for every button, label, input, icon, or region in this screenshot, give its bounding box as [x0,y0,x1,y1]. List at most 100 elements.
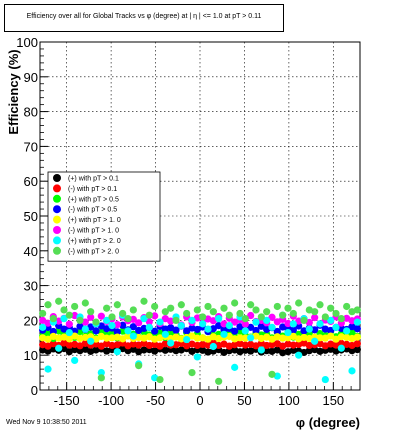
data-point [257,322,265,330]
data-point [284,328,292,337]
y-tick-label: 50 [24,209,38,224]
legend-box [47,171,161,262]
data-point [279,334,287,342]
data-point [156,375,164,384]
data-point [343,333,351,342]
data-point [263,308,271,316]
data-point [279,311,287,319]
data-point [231,335,239,343]
data-point [348,347,356,355]
data-point [119,309,127,318]
data-point [337,333,345,341]
data-point [65,341,73,349]
data-point [231,299,239,307]
data-point [316,301,324,309]
data-point [311,308,319,316]
data-point [263,316,271,324]
data-point [343,327,351,335]
data-point [353,318,361,326]
data-point [97,312,105,320]
data-point [119,321,127,329]
x-tick-label: -100 [98,393,124,408]
data-point [140,346,148,354]
data-point [55,297,63,305]
data-point [332,347,340,355]
data-point [252,306,260,314]
data-point [204,325,212,333]
y-tick-label: 80 [24,105,38,120]
data-point [305,325,313,333]
data-point [49,315,57,323]
legend-marker [53,215,61,224]
data-point [225,322,233,330]
data-point [113,320,121,329]
y-tick-label: 40 [24,244,38,259]
data-point [60,306,68,314]
x-tick-label: -50 [146,393,165,408]
data-point [289,320,297,328]
data-point [204,348,212,356]
data-point [268,313,276,321]
data-point [113,301,121,309]
y-tick-label: 10 [24,348,38,363]
data-point [76,334,84,343]
x-tick-label: 150 [322,393,344,408]
legend-marker [53,205,61,214]
data-point [55,334,63,342]
data-point [145,341,153,350]
data-point [55,344,63,352]
data-point [353,346,361,354]
legend-label: (+) with pT > 2. 0 [68,238,121,245]
data-point [257,346,265,354]
data-point [295,351,303,359]
data-point [327,340,335,348]
data-point [97,369,105,377]
y-tick-label: 60 [24,174,38,189]
data-point [289,309,297,318]
data-point [236,334,244,342]
series-points [39,332,361,343]
data-point [76,316,84,324]
data-point [60,344,68,353]
data-point [273,327,281,336]
data-point [209,308,217,316]
data-point [108,322,116,330]
data-point [279,349,287,357]
data-point [108,341,116,350]
data-point [113,348,121,356]
data-point [39,309,47,318]
data-point [289,341,297,349]
legend-marker [53,236,61,245]
data-point [124,327,132,335]
data-point [353,306,361,314]
data-point [247,311,255,320]
data-point [268,370,276,378]
data-point [44,301,52,309]
data-point [65,320,73,328]
data-point [273,346,281,354]
data-point [92,346,100,354]
data-point [81,299,89,307]
data-point [204,302,212,311]
data-point [172,347,180,355]
x-tick-label: -150 [54,393,80,408]
legend-label: (-) with pT > 0.5 [68,207,117,214]
data-point [295,299,303,307]
data-point [327,304,335,312]
data-point [321,313,329,321]
x-tick-label: 100 [278,393,300,408]
data-point [145,318,153,326]
data-point [209,325,217,333]
data-point [263,341,271,350]
data-point [103,325,111,333]
chart-title: Efficiency over all for Global Tracks vs… [26,13,262,20]
data-point [215,377,223,385]
data-point [39,316,47,324]
data-point [183,327,191,335]
data-point [129,340,137,348]
data-point [71,356,79,365]
data-point [220,304,228,312]
data-point [199,340,207,349]
data-point [129,323,137,331]
